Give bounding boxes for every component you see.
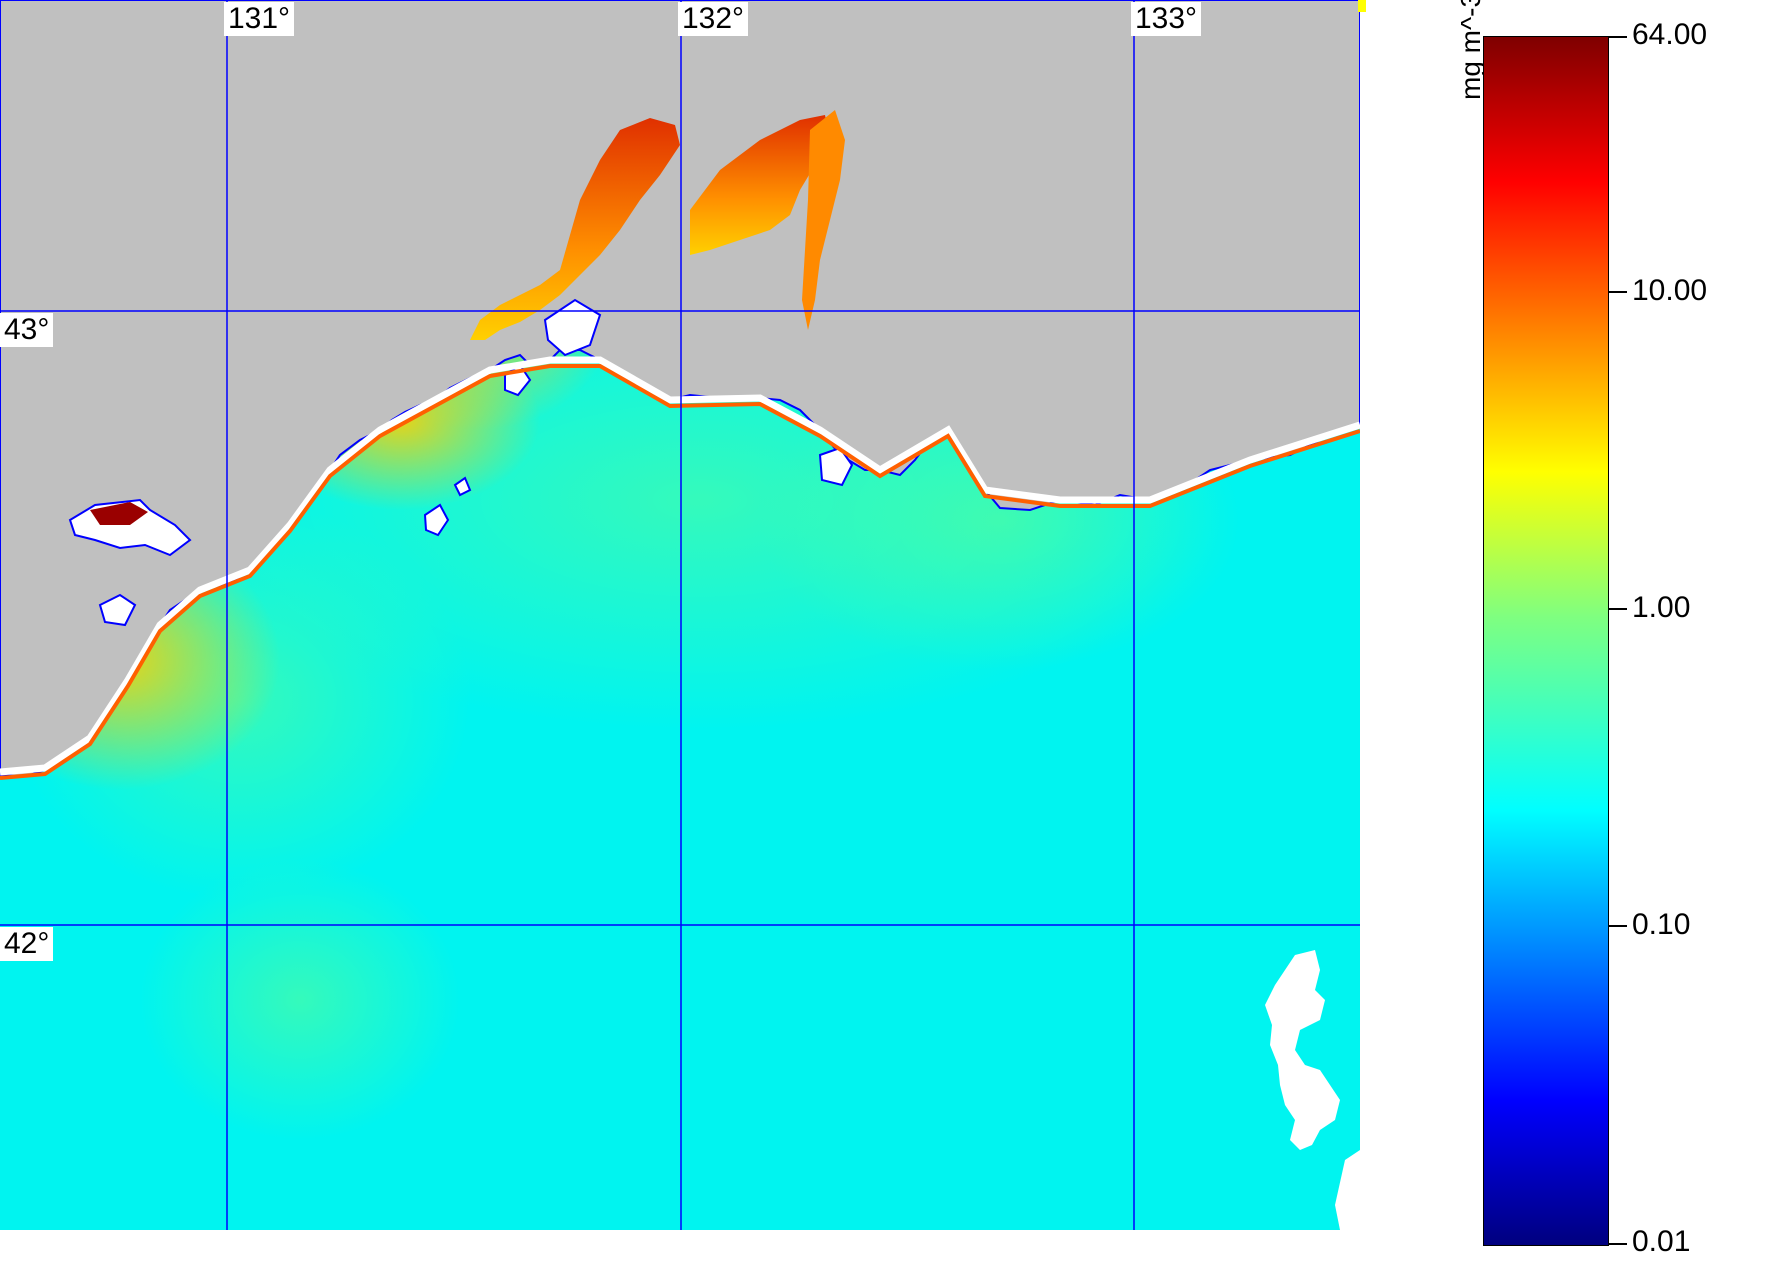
lat-label-42: 42° [0, 927, 54, 961]
colorbar-tick [1609, 36, 1627, 38]
graticule [0, 0, 1360, 1230]
island [423, 503, 450, 537]
map-panel: 131° 132° 133° 43° 42° [0, 0, 1360, 1230]
lon-label-132: 132° [678, 2, 749, 36]
colorbar-label-1: 1.00 [1632, 591, 1691, 624]
lon-label-131: 131° [224, 2, 295, 36]
lat-label-43: 43° [0, 313, 54, 347]
colorbar-tick [1609, 291, 1627, 293]
bay-water [470, 118, 680, 340]
cloud-patch [1265, 950, 1340, 1150]
chlorophyll-map [0, 0, 1360, 1230]
colorbar [1483, 36, 1609, 1246]
colorbar-tick [1609, 608, 1627, 610]
cloud-patch [1335, 1150, 1360, 1230]
chlorophyll-patch [140, 860, 460, 1140]
colorbar-label-0.1: 0.10 [1632, 908, 1691, 941]
bay-water [802, 110, 845, 330]
coastal-fringe [0, 356, 1360, 776]
lon-label-133: 133° [1131, 2, 1202, 36]
corner-mark [1358, 0, 1366, 12]
colorbar-tick [1609, 1243, 1627, 1245]
island [98, 593, 137, 627]
island [453, 476, 472, 497]
lagoon-bloom [90, 502, 148, 525]
colorbar-label-64: 64.00 [1632, 18, 1708, 51]
island [543, 298, 602, 357]
colorbar-tick [1609, 925, 1627, 927]
colorbar-label-10: 10.00 [1632, 274, 1708, 307]
coastal-bloom-line [0, 364, 1360, 780]
bay-water [690, 115, 830, 255]
colorbar-label-0.01: 0.01 [1632, 1225, 1691, 1258]
